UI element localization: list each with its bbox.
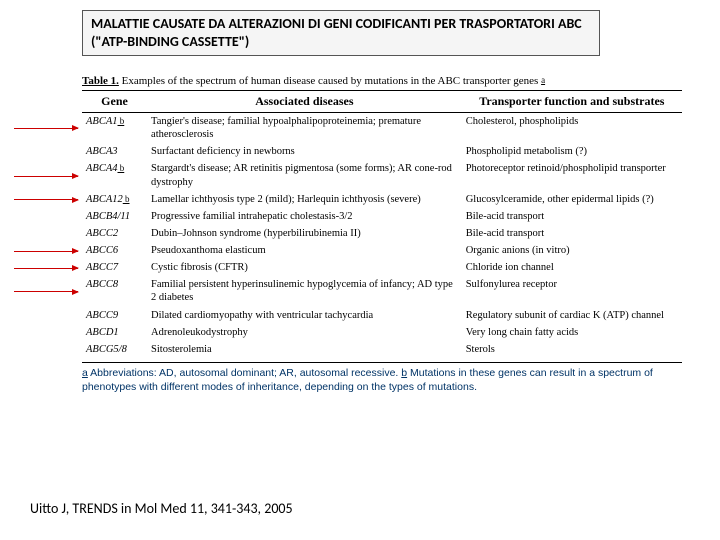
cell-gene: ABCD1 xyxy=(82,324,147,341)
cell-function: Bile-acid transport xyxy=(462,208,682,225)
cell-diseases: Dilated cardiomyopathy with ventricular … xyxy=(147,307,462,324)
table-footnote: a Abbreviations: AD, autosomal dominant;… xyxy=(82,363,682,394)
cell-gene: ABCG5/8 xyxy=(82,341,147,358)
cell-function: Organic anions (in vitro) xyxy=(462,242,682,259)
table-row: ABCB4/11Progressive familial intrahepati… xyxy=(82,208,682,225)
cell-function: Phospholipid metabolism (?) xyxy=(462,143,682,160)
header-gene: Gene xyxy=(82,91,147,113)
cell-gene: ABCC8 xyxy=(82,276,147,306)
cell-function: Very long chain fatty acids xyxy=(462,324,682,341)
cell-function: Cholesterol, phospholipids xyxy=(462,113,682,144)
cell-gene: ABCC7 xyxy=(82,259,147,276)
cell-gene: ABCA4 b xyxy=(82,160,147,190)
cell-diseases: Surfactant deficiency in newborns xyxy=(147,143,462,160)
table-row: ABCA3Surfactant deficiency in newbornsPh… xyxy=(82,143,682,160)
table-label: Table 1. xyxy=(82,75,119,87)
cell-diseases: Lamellar ichthyosis type 2 (mild); Harle… xyxy=(147,191,462,208)
table-caption: Table 1. Examples of the spectrum of hum… xyxy=(82,75,682,87)
caption-superscript: a xyxy=(541,75,545,85)
cell-gene: ABCA3 xyxy=(82,143,147,160)
slide-title: MALATTIE CAUSATE DA ALTERAZIONI DI GENI … xyxy=(82,10,600,56)
table-row: ABCG5/8SitosterolemiaSterols xyxy=(82,341,682,358)
table-row: ABCD1AdrenoleukodystrophyVery long chain… xyxy=(82,324,682,341)
cell-function: Photoreceptor retinoid/phospholipid tran… xyxy=(462,160,682,190)
table-row: ABCC2Dubin–Johnson syndrome (hyperbiliru… xyxy=(82,225,682,242)
table-row: ABCC7Cystic fibrosis (CFTR)Chloride ion … xyxy=(82,259,682,276)
pointer-arrow xyxy=(14,199,78,200)
table-row: ABCC6Pseudoxanthoma elasticumOrganic ani… xyxy=(82,242,682,259)
table-row: ABCA12 bLamellar ichthyosis type 2 (mild… xyxy=(82,191,682,208)
cell-gene: ABCB4/11 xyxy=(82,208,147,225)
cell-gene: ABCA12 b xyxy=(82,191,147,208)
cell-diseases: Progressive familial intrahepatic choles… xyxy=(147,208,462,225)
table-header-row: Gene Associated diseases Transporter fun… xyxy=(82,91,682,113)
cell-function: Sterols xyxy=(462,341,682,358)
footnote-a-text: Abbreviations: AD, autosomal dominant; A… xyxy=(88,367,401,379)
header-function: Transporter function and substrates xyxy=(462,91,682,113)
cell-gene: ABCC6 xyxy=(82,242,147,259)
cell-function: Bile-acid transport xyxy=(462,225,682,242)
cell-function: Chloride ion channel xyxy=(462,259,682,276)
cell-diseases: Dubin–Johnson syndrome (hyperbilirubinem… xyxy=(147,225,462,242)
cell-diseases: Pseudoxanthoma elasticum xyxy=(147,242,462,259)
pointer-arrow xyxy=(14,128,78,129)
table-row: ABCC9Dilated cardiomyopathy with ventric… xyxy=(82,307,682,324)
cell-diseases: Familial persistent hyperinsulinemic hyp… xyxy=(147,276,462,306)
table-row: ABCC8Familial persistent hyperinsulinemi… xyxy=(82,276,682,306)
cell-diseases: Tangier's disease; familial hypoalphalip… xyxy=(147,113,462,144)
table-container: Table 1. Examples of the spectrum of hum… xyxy=(82,75,682,394)
cell-diseases: Cystic fibrosis (CFTR) xyxy=(147,259,462,276)
table-row: ABCA1 bTangier's disease; familial hypoa… xyxy=(82,113,682,144)
header-diseases: Associated diseases xyxy=(147,91,462,113)
pointer-arrow xyxy=(14,268,78,269)
cell-diseases: Adrenoleukodystrophy xyxy=(147,324,462,341)
cell-gene: ABCA1 b xyxy=(82,113,147,144)
cell-function: Sulfonylurea receptor xyxy=(462,276,682,306)
pointer-arrow xyxy=(14,176,78,177)
cell-gene: ABCC9 xyxy=(82,307,147,324)
data-table: Gene Associated diseases Transporter fun… xyxy=(82,90,682,363)
citation-text: Uitto J, TRENDS in Mol Med 11, 341-343, … xyxy=(30,500,293,517)
cell-diseases: Sitosterolemia xyxy=(147,341,462,358)
pointer-arrow xyxy=(14,251,78,252)
cell-function: Regulatory subunit of cardiac K (ATP) ch… xyxy=(462,307,682,324)
pointer-arrow xyxy=(14,291,78,292)
cell-gene: ABCC2 xyxy=(82,225,147,242)
cell-diseases: Stargardt's disease; AR retinitis pigmen… xyxy=(147,160,462,190)
table-caption-text: Examples of the spectrum of human diseas… xyxy=(122,75,539,87)
table-row: ABCA4 bStargardt's disease; AR retinitis… xyxy=(82,160,682,190)
cell-function: Glucosylceramide, other epidermal lipids… xyxy=(462,191,682,208)
